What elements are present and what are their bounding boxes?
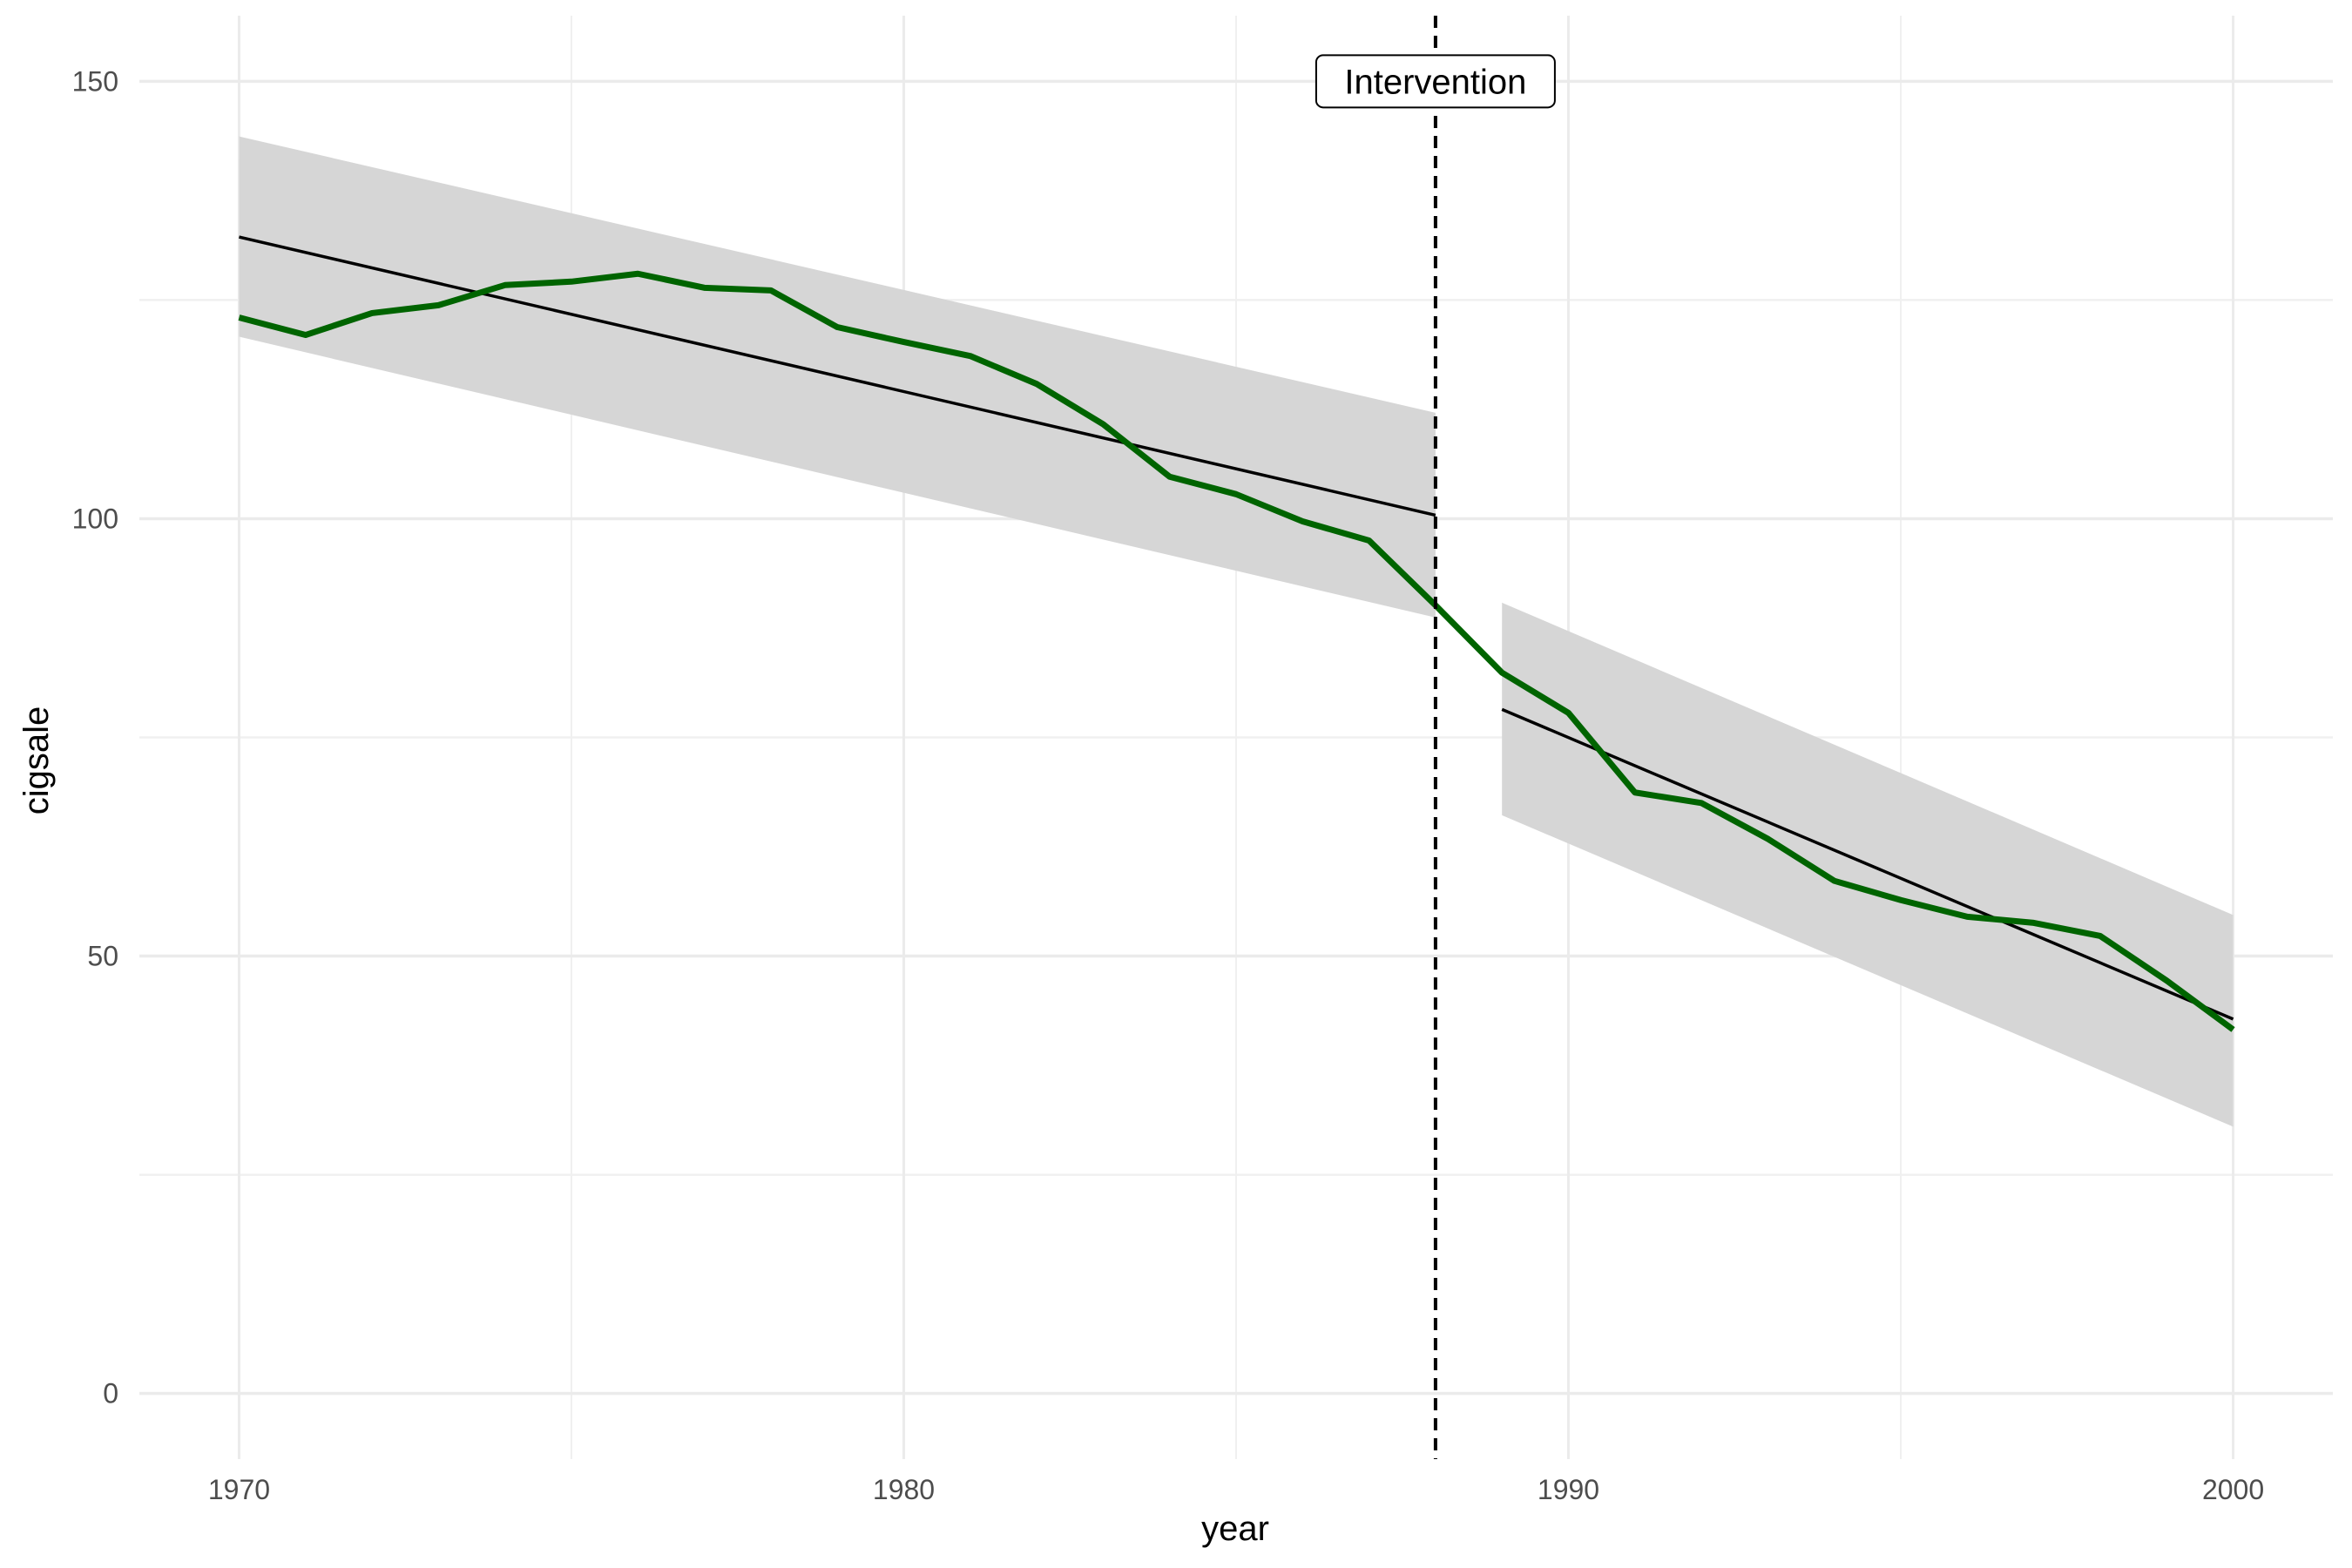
data-series (238, 270, 2235, 1032)
series-line-1 (238, 270, 2235, 1032)
y-axis-ticks: 0 50 100 150 (72, 65, 118, 1409)
intervention-label: Intervention (1344, 63, 1526, 101)
y-tick-label: 50 (87, 941, 118, 972)
y-axis-title: cigsale (17, 706, 56, 815)
intervention-label-box (1315, 54, 1556, 109)
x-tick-label: 1980 (873, 1474, 935, 1505)
x-axis-title: year (1201, 1510, 1269, 1548)
trend-line-2 (1501, 707, 2234, 1021)
trend-line-1 (239, 235, 1436, 517)
x-tick-label: 2000 (2202, 1474, 2264, 1505)
x-tick-label: 1990 (1538, 1474, 1599, 1505)
y-tick-label: 0 (103, 1378, 118, 1409)
annotations: Intervention (1315, 16, 1556, 1459)
trend-lines (239, 235, 2234, 1021)
x-tick-label: 1970 (208, 1474, 270, 1505)
y-tick-label: 150 (72, 65, 118, 97)
x-axis-ticks: 1970 1980 1990 2000 (208, 1474, 2264, 1505)
y-tick-label: 100 (72, 503, 118, 534)
